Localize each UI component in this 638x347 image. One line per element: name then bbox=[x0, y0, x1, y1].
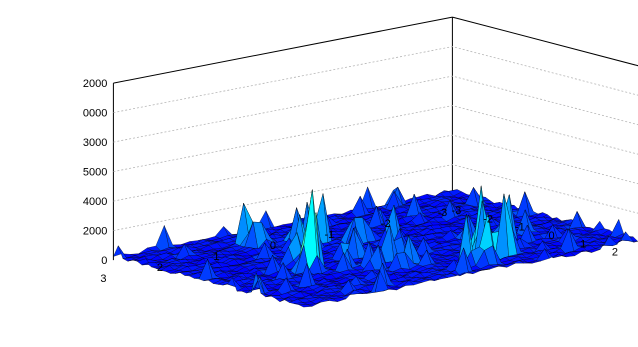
x-tick-label: 1 bbox=[580, 238, 586, 250]
y-tick-label: 2 bbox=[157, 262, 163, 274]
z-gridline bbox=[113, 164, 638, 231]
z-gridline bbox=[113, 105, 638, 172]
surface-patch bbox=[516, 191, 530, 219]
x-tick-label: -2 bbox=[483, 213, 493, 225]
surface-patch bbox=[298, 304, 313, 308]
z-tick-label: 2000 bbox=[83, 78, 107, 90]
z-tick-label: 4000 bbox=[83, 196, 107, 208]
x-tick-label: -3 bbox=[452, 205, 462, 217]
axes-box bbox=[112, 16, 638, 261]
tick-labels: -3-2-10123-3-2-1012302000400050003000000… bbox=[83, 78, 618, 285]
z-tick-label: 0 bbox=[101, 255, 107, 267]
y-tick-label: -2 bbox=[381, 218, 391, 230]
y-tick-label: -3 bbox=[438, 207, 448, 219]
x-tick-label: -1 bbox=[515, 222, 525, 234]
x-tick-label: 0 bbox=[548, 230, 554, 242]
top-left-edge bbox=[113, 16, 453, 84]
z-tick-label: 0000 bbox=[83, 108, 107, 120]
y-tick-label: 1 bbox=[213, 251, 219, 263]
z-tick-label: 3000 bbox=[83, 137, 107, 149]
y-tick-label: -1 bbox=[325, 229, 335, 241]
z-gridline bbox=[113, 134, 638, 202]
z-tick-label: 2000 bbox=[83, 226, 107, 238]
y-tick-label: 0 bbox=[270, 240, 276, 252]
z-tick-label: 5000 bbox=[83, 167, 107, 179]
surface-patch bbox=[251, 271, 265, 294]
surface-patch bbox=[552, 254, 567, 258]
x-tick-label: 2 bbox=[612, 247, 618, 259]
y-tick-label: 3 bbox=[100, 273, 106, 285]
surface-patch bbox=[155, 224, 170, 252]
z-gridline bbox=[113, 46, 638, 113]
top-right-edge bbox=[452, 16, 638, 67]
surface-mesh bbox=[113, 185, 638, 308]
z-gridline bbox=[113, 75, 638, 143]
